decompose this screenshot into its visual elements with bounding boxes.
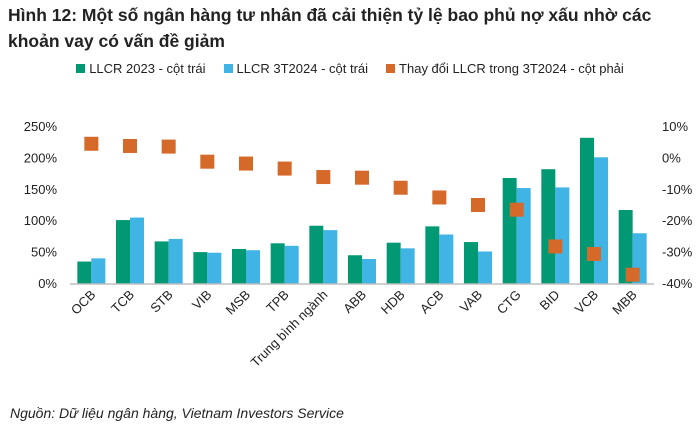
legend-label-llcr-3t2024: LLCR 3T2024 - cột trái: [236, 61, 369, 76]
x-tick-label: ABB: [340, 287, 369, 316]
left-tick-label: 150%: [24, 182, 58, 197]
x-tick-label: HDB: [378, 287, 408, 317]
marker-llcr-change: [432, 190, 447, 205]
x-tick-label: TPB: [263, 287, 291, 315]
bar-llcr-2023: [232, 248, 246, 284]
x-tick-label: OCB: [68, 287, 99, 318]
bar-llcr-2023: [618, 210, 633, 284]
left-tick-label: 100%: [24, 213, 58, 228]
marker-llcr-change: [355, 170, 369, 185]
marker-llcr-change: [161, 139, 176, 154]
left-tick-label: 0%: [38, 276, 57, 291]
bar-llcr-3t2024: [323, 230, 338, 284]
chart-legend: LLCR 2023 - cột trái LLCR 3T2024 - cột t…: [0, 61, 700, 76]
bar-llcr-2023: [154, 241, 169, 284]
bar-llcr-3t2024: [400, 248, 415, 284]
bar-llcr-3t2024: [284, 245, 299, 284]
bar-llcr-2023: [541, 169, 556, 284]
bar-llcr-3t2024: [91, 258, 106, 284]
bar-llcr-2023: [425, 226, 440, 284]
x-tick-label: CTG: [494, 287, 524, 317]
right-tick-label: -40%: [662, 276, 693, 291]
marker-llcr-change: [393, 180, 408, 195]
left-axis: 0% 50% 100% 150% 200% 250%: [24, 119, 58, 291]
right-tick-label: -30%: [662, 245, 693, 260]
legend-item-change: Thay đổi LLCR trong 3T2024 - cột phải: [386, 61, 624, 76]
legend-swatch-llcr-2023: [76, 64, 86, 73]
bar-llcr-3t2024: [362, 259, 376, 284]
right-axis: -40% -30% -20% -10% 0% 10%: [662, 119, 693, 291]
legend-label-change: Thay đổi LLCR trong 3T2024 - cột phải: [399, 61, 624, 76]
bar-llcr-2023: [193, 252, 208, 284]
x-tick-label: VIB: [189, 287, 214, 312]
x-tick-label: VCB: [572, 287, 602, 317]
bar-series: [77, 137, 647, 284]
x-tick-label: ACB: [417, 287, 447, 317]
x-tick-label: MBB: [609, 287, 640, 318]
right-tick-label: 10%: [662, 119, 688, 134]
bar-llcr-3t2024: [207, 252, 222, 284]
left-tick-label: 50%: [31, 245, 57, 260]
marker-series: [84, 136, 640, 282]
bar-llcr-2023: [116, 220, 130, 284]
marker-llcr-change: [200, 154, 215, 169]
marker-llcr-change: [239, 156, 253, 171]
marker-llcr-change: [587, 246, 601, 261]
bar-llcr-2023: [464, 242, 478, 284]
source-note: Nguồn: Dữ liệu ngân hàng, Vietnam Invest…: [10, 405, 344, 421]
bar-llcr-3t2024: [439, 234, 454, 284]
marker-llcr-change: [509, 202, 524, 217]
marker-llcr-change: [471, 198, 485, 212]
left-tick-label: 250%: [24, 119, 58, 134]
bar-llcr-3t2024: [246, 250, 260, 284]
bar-llcr-3t2024: [130, 217, 144, 284]
bar-llcr-2023: [309, 225, 324, 284]
bar-llcr-2023: [270, 243, 285, 284]
x-tick-label: STB: [147, 287, 175, 315]
bar-llcr-3t2024: [594, 157, 608, 284]
legend-item-llcr-3t2024: LLCR 3T2024 - cột trái: [223, 61, 369, 76]
bar-llcr-2023: [386, 242, 401, 284]
marker-llcr-change: [123, 138, 137, 153]
right-tick-label: -10%: [662, 182, 693, 197]
marker-llcr-change: [84, 136, 99, 151]
bar-llcr-2023: [580, 137, 594, 284]
bar-llcr-2023: [348, 255, 362, 284]
marker-llcr-change: [277, 161, 292, 176]
marker-llcr-change: [625, 267, 640, 282]
bar-llcr-3t2024: [555, 187, 570, 284]
legend-swatch-change: [386, 64, 396, 73]
x-tick-label: VAB: [457, 287, 485, 315]
x-tick-label: MSB: [223, 287, 254, 318]
right-tick-label: -20%: [662, 213, 693, 228]
legend-item-llcr-2023: LLCR 2023 - cột trái: [76, 61, 206, 76]
chart-title: Hình 12: Một số ngân hàng tư nhân đã cải…: [8, 5, 652, 51]
legend-swatch-llcr-3t2024: [223, 64, 233, 73]
bar-llcr-3t2024: [478, 251, 492, 284]
bar-llcr-3t2024: [168, 238, 183, 284]
legend-label-llcr-2023: LLCR 2023 - cột trái: [89, 61, 206, 76]
x-tick-label: BID: [537, 287, 563, 313]
marker-llcr-change: [316, 170, 331, 185]
bar-llcr-3t2024: [516, 188, 531, 284]
right-tick-label: 0%: [662, 150, 681, 165]
marker-llcr-change: [548, 239, 563, 254]
x-tick-label: TCB: [108, 287, 137, 316]
bar-llcr-2023: [502, 177, 517, 284]
left-tick-label: 200%: [24, 150, 58, 165]
bar-llcr-2023: [77, 261, 92, 284]
